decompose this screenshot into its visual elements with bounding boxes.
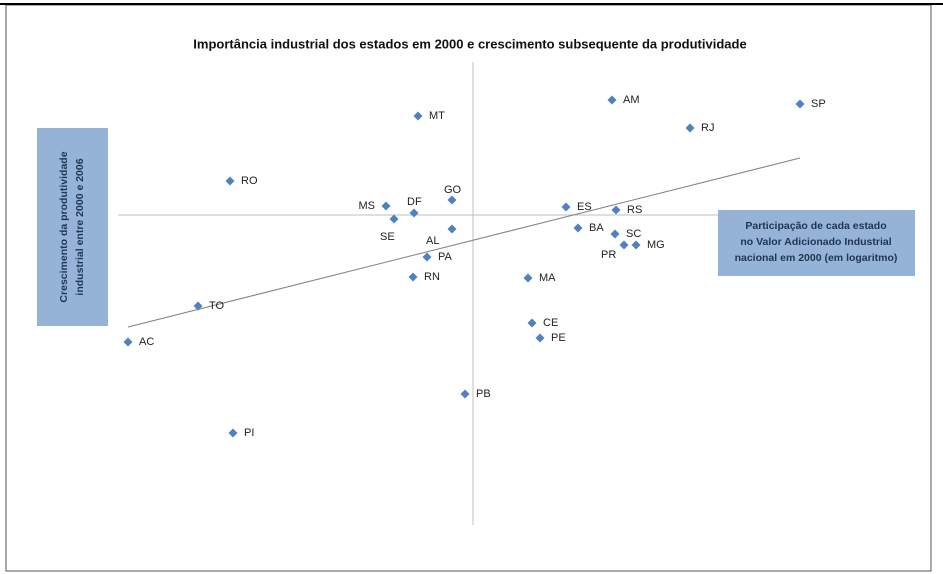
point [123,337,133,347]
point [523,273,533,283]
point-label: RN [424,271,440,283]
y-label: Crescimento da produtividade industrial … [58,151,86,302]
point-label: ES [577,201,592,213]
point-label: CE [543,317,558,329]
point-label: TO [209,300,225,312]
point-label: SP [811,98,826,110]
point-label: AM [623,94,640,106]
point-label: MG [647,239,665,251]
point [228,428,238,438]
point-label: SC [626,228,641,240]
point [408,272,418,282]
point-label: PE [551,332,566,344]
point [460,389,470,399]
point [611,205,621,215]
point-label: MT [429,110,445,122]
point-label: MA [539,272,556,284]
point [535,333,545,343]
point-label: SE [380,231,395,243]
frame [5,4,932,572]
point-label: RO [241,175,258,187]
point [381,201,391,211]
point [607,95,617,105]
point-label: GO [444,184,462,196]
point [619,240,629,250]
chart-title: Importância industrial dos estados em 20… [193,36,746,51]
point [795,99,805,109]
point-label: DF [407,196,422,208]
point [631,240,641,250]
x-label-line: no Valor Adicionado Industrial [740,236,891,248]
trend-line [127,157,801,328]
point-label: RS [627,204,642,216]
point-label: AC [139,336,154,348]
y-label-box [37,128,108,326]
point-label: MS [359,200,376,212]
y-label-line: Crescimento da produtividade [58,151,70,302]
point [610,229,620,239]
point [527,318,537,328]
point [193,301,203,311]
point [389,214,399,224]
point-label: PB [476,388,491,400]
point [409,208,419,218]
point [422,252,432,262]
point [573,223,583,233]
point [413,111,423,121]
point-label: PA [438,251,453,263]
point-label: BA [589,222,604,234]
point [447,195,457,205]
point [561,202,571,212]
x-label-line: Participação de cada estado [745,220,886,232]
plot: AM SP RJ MT RO GO MS DF SE ES RS AL BA SC PR MG PA RN MA TO… [118,62,830,525]
x-label-line: nacional em 2000 (em logaritmo) [735,252,898,264]
point [225,176,235,186]
point [685,123,695,133]
point-label: RJ [701,122,714,134]
y-label-line: industrial entre 2000 e 2006 [74,158,86,295]
point-label: PR [601,249,616,261]
point-label: AL [426,235,439,247]
point [447,224,457,234]
point-label: PI [244,427,254,439]
x-label-box [718,210,915,276]
